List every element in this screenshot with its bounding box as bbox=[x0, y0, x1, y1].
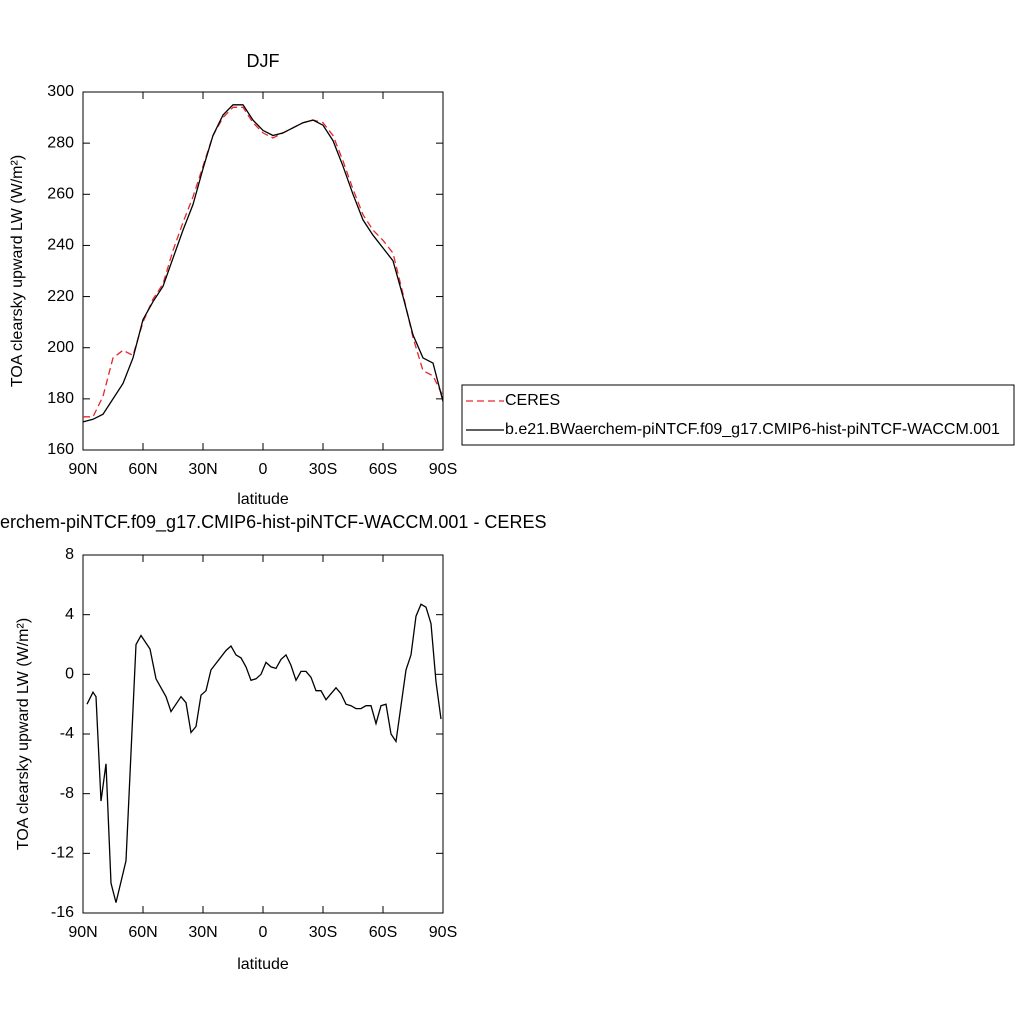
y-tick-label: 240 bbox=[47, 237, 74, 254]
plot-frame bbox=[82, 554, 444, 914]
legend: CERES b.e21.BWaerchem-piNTCF.f09_g17.CMIP… bbox=[461, 384, 1015, 446]
x-tick-label: 60N bbox=[128, 461, 157, 478]
x-axis-label: latitude bbox=[237, 956, 289, 973]
y-tick-label: 300 bbox=[47, 83, 74, 100]
y-tick-label: 0 bbox=[65, 666, 74, 683]
chart-title: erchem-piNTCF.f09_g17.CMIP6-hist-piNTCF-… bbox=[0, 512, 546, 533]
data-line bbox=[82, 104, 444, 423]
data-line bbox=[86, 603, 442, 903]
x-tick-label: 0 bbox=[259, 461, 268, 478]
y-tick-label: -8 bbox=[60, 785, 74, 802]
x-tick-label: 90N bbox=[68, 924, 97, 941]
y-tick-label: -12 bbox=[51, 845, 74, 862]
legend-label: CERES bbox=[505, 392, 560, 409]
legend-box bbox=[461, 384, 1015, 446]
y-tick-label: 260 bbox=[47, 186, 74, 203]
x-tick-label: 30S bbox=[309, 461, 337, 478]
y-tick-label: -16 bbox=[51, 904, 74, 921]
plot-frame bbox=[82, 91, 444, 451]
x-tick-label: 90S bbox=[429, 461, 457, 478]
y-tick-label: 220 bbox=[47, 288, 74, 305]
x-tick-label: 30S bbox=[309, 924, 337, 941]
x-tick-label: 90S bbox=[429, 924, 457, 941]
y-axis-label: TOA clearsky upward LW (W/m²) bbox=[9, 155, 26, 387]
x-tick-label: 30N bbox=[188, 461, 217, 478]
y-tick-label: 280 bbox=[47, 134, 74, 151]
y-tick-label: -4 bbox=[60, 725, 74, 742]
y-tick-label: 200 bbox=[47, 339, 74, 356]
y-tick-label: 8 bbox=[65, 546, 74, 563]
x-tick-label: 60S bbox=[369, 461, 397, 478]
x-axis-label: latitude bbox=[237, 491, 289, 508]
x-tick-label: 30N bbox=[188, 924, 217, 941]
x-tick-label: 60S bbox=[369, 924, 397, 941]
x-tick-label: 60N bbox=[128, 924, 157, 941]
chart-title: DJF bbox=[247, 51, 280, 71]
data-line bbox=[83, 106, 444, 418]
legend-label: b.e21.BWaerchem-piNTCF.f09_g17.CMIP6-his… bbox=[505, 421, 1000, 438]
x-tick-label: 90N bbox=[68, 461, 97, 478]
y-axis-label: TOA clearsky upward LW (W/m²) bbox=[15, 618, 32, 850]
y-tick-label: 160 bbox=[47, 441, 74, 458]
y-tick-label: 4 bbox=[65, 606, 74, 623]
x-tick-label: 0 bbox=[259, 924, 268, 941]
y-tick-label: 180 bbox=[47, 390, 74, 407]
